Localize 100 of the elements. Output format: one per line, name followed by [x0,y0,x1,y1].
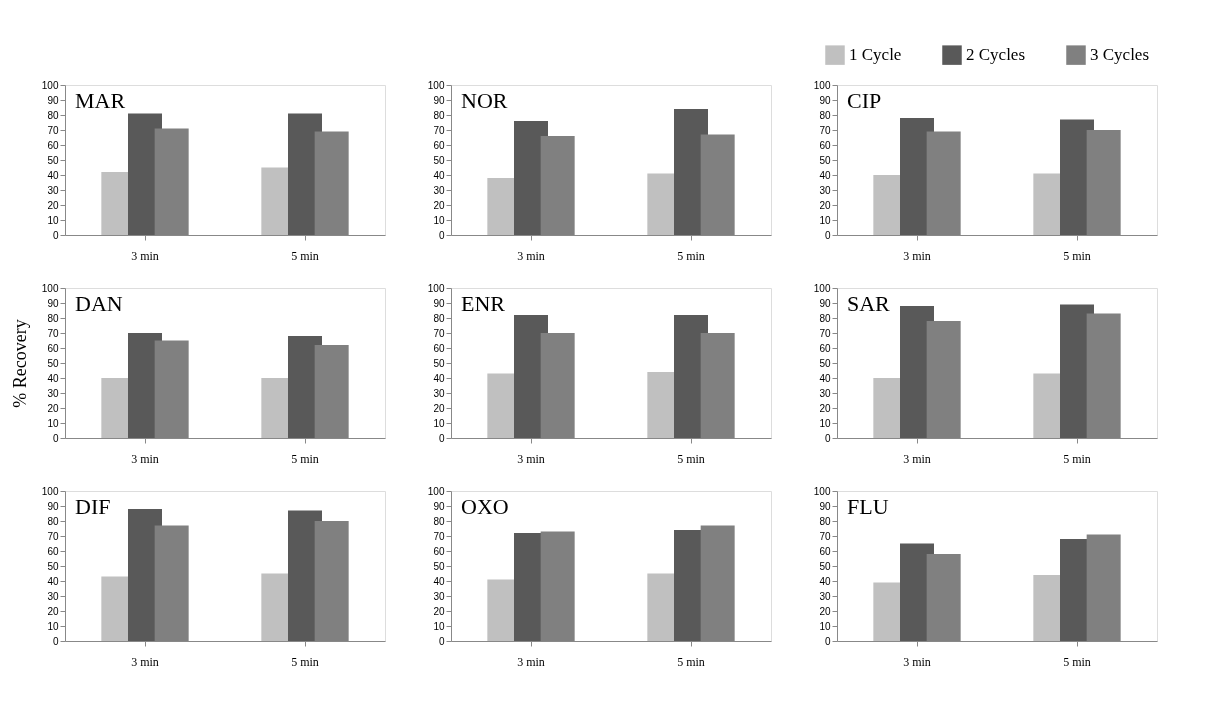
y-tick-label: 0 [824,432,831,444]
y-tick-label: 60 [433,139,445,151]
y-tick-label: 70 [819,530,831,542]
y-tick-label: 80 [819,312,831,324]
y-tick-label: 50 [819,154,831,166]
y-tick-label: 0 [52,432,59,444]
y-tick-label: 10 [47,214,59,226]
y-tick-label: 20 [47,605,59,617]
y-axis-title: % Recovery [9,319,30,408]
y-tick-label: 30 [47,387,59,399]
x-tick-label: 5 min [291,654,319,669]
y-tick-label: 20 [819,402,831,414]
y-tick-label: 20 [819,199,831,211]
y-tick-label: 80 [47,109,59,121]
y-tick-label: 40 [819,169,831,181]
x-tick-label: 5 min [1063,248,1091,263]
y-tick-label: 0 [824,635,831,647]
y-tick-label: 10 [433,620,445,632]
y-tick-label: 100 [41,485,59,497]
y-tick-label: 40 [47,575,59,587]
y-tick-label: 80 [819,515,831,527]
y-tick-label: 70 [433,530,445,542]
y-tick-label: 50 [433,560,445,572]
y-tick-label: 90 [47,94,59,106]
y-tick-label: 50 [819,560,831,572]
y-tick-label: 10 [819,214,831,226]
y-tick-label: 90 [47,500,59,512]
y-tick-label: 30 [433,387,445,399]
y-tick-label: 30 [819,184,831,196]
y-tick-label: 30 [433,184,445,196]
y-tick-label: 10 [433,214,445,226]
y-tick-label: 30 [819,590,831,602]
y-tick-label: 0 [52,229,59,241]
y-tick-label: 90 [819,500,831,512]
y-tick-label: 90 [819,297,831,309]
y-tick-label: 40 [819,372,831,384]
legend-label: 3 Cycles [1090,45,1150,65]
chart-title: SAR [847,291,891,316]
x-tick-label: 3 min [131,451,159,466]
y-tick-label: 40 [819,575,831,587]
y-tick-label: 50 [47,357,59,369]
y-tick-label: 60 [819,139,831,151]
y-tick-label: 60 [47,139,59,151]
y-tick-label: 80 [819,109,831,121]
y-tick-label: 20 [433,402,445,414]
x-tick-label: 5 min [677,654,705,669]
y-tick-label: 90 [819,94,831,106]
y-tick-label: 0 [438,635,445,647]
chart-title: NOR [461,88,508,113]
y-tick-label: 90 [433,94,445,106]
y-tick-label: 100 [41,282,59,294]
y-tick-label: 80 [47,515,59,527]
y-tick-label: 100 [427,79,445,91]
y-tick-label: 80 [433,515,445,527]
x-tick-label: 5 min [291,248,319,263]
y-tick-label: 80 [47,312,59,324]
x-tick-label: 3 min [517,248,545,263]
x-tick-label: 5 min [1063,451,1091,466]
y-tick-label: 10 [819,417,831,429]
y-tick-label: 40 [47,169,59,181]
y-tick-label: 40 [433,575,445,587]
y-tick-label: 10 [47,620,59,632]
x-tick-label: 3 min [903,451,931,466]
chart-title: CIP [847,88,882,113]
x-tick-label: 3 min [903,248,931,263]
y-tick-label: 60 [47,342,59,354]
y-tick-label: 90 [433,500,445,512]
legend-label: 2 Cycles [966,45,1026,65]
y-tick-label: 60 [819,545,831,557]
y-tick-label: 70 [819,124,831,136]
chart-title: MAR [75,88,126,113]
legend-label: 1 Cycle [849,45,902,65]
y-tick-label: 100 [813,485,831,497]
y-tick-label: 70 [433,124,445,136]
y-tick-label: 50 [47,154,59,166]
y-tick-label: 60 [819,342,831,354]
y-tick-label: 100 [41,79,59,91]
y-tick-label: 80 [433,312,445,324]
y-tick-label: 90 [47,297,59,309]
y-tick-label: 70 [819,327,831,339]
y-tick-label: 100 [427,485,445,497]
y-tick-label: 50 [433,357,445,369]
y-tick-label: 60 [47,545,59,557]
chart-title: OXO [461,494,509,519]
y-tick-label: 50 [819,357,831,369]
chart-title: DIF [75,494,111,519]
x-tick-label: 3 min [131,248,159,263]
x-tick-label: 5 min [677,451,705,466]
y-tick-label: 70 [433,327,445,339]
y-tick-label: 40 [433,372,445,384]
x-tick-label: 3 min [517,451,545,466]
y-tick-label: 50 [47,560,59,572]
y-tick-label: 40 [433,169,445,181]
y-tick-label: 60 [433,342,445,354]
y-tick-label: 30 [819,387,831,399]
y-tick-label: 20 [433,605,445,617]
y-tick-label: 40 [47,372,59,384]
y-tick-label: 10 [819,620,831,632]
x-tick-label: 3 min [517,654,545,669]
y-tick-label: 0 [438,432,445,444]
